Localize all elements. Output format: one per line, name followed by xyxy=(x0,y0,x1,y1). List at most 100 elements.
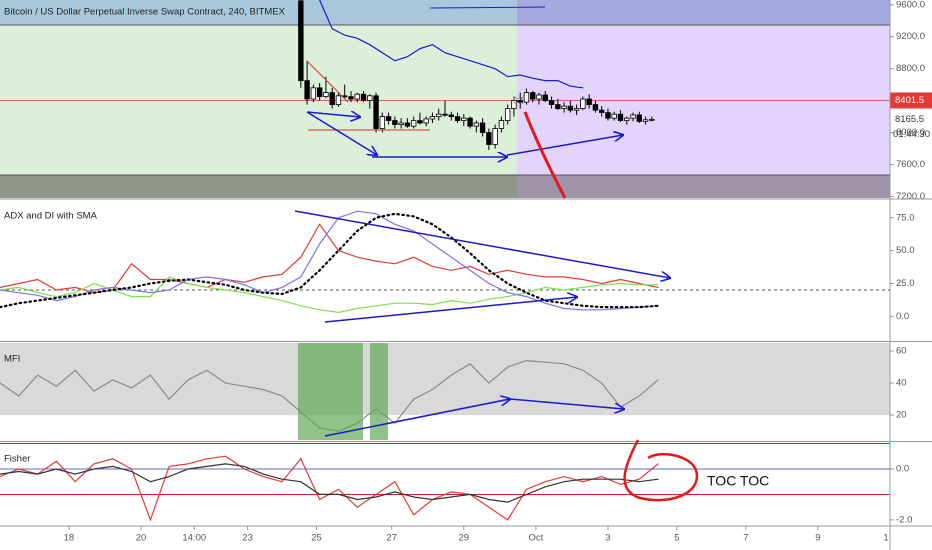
candle-body xyxy=(523,92,530,103)
y-tick-label: 9600.0 xyxy=(896,0,925,10)
series-line xyxy=(0,463,659,503)
x-tick-label: 29 xyxy=(459,533,470,544)
arrow xyxy=(509,398,624,409)
countdown: 01:44:30 xyxy=(893,129,930,140)
red-curve xyxy=(523,111,567,199)
candle-body xyxy=(429,116,436,120)
y-tick-label: 75.0 xyxy=(896,212,915,223)
price-tag-label: 8401.5 xyxy=(895,95,924,106)
candle-body xyxy=(555,104,561,109)
y-tick-label: 50.0 xyxy=(896,245,915,256)
trend-line xyxy=(429,6,546,9)
arrow xyxy=(306,112,360,117)
candle-body xyxy=(304,80,310,100)
candle-body xyxy=(404,122,411,127)
candle-body xyxy=(479,122,486,133)
drawings xyxy=(294,61,699,502)
candle-body xyxy=(611,113,617,119)
x-tick-label: 27 xyxy=(386,533,397,544)
candle-body xyxy=(561,105,567,109)
candle-body xyxy=(492,128,498,145)
candle-body xyxy=(360,93,367,101)
arrow xyxy=(324,399,510,437)
series-line xyxy=(0,212,660,309)
red-circle xyxy=(623,439,699,502)
y-tick-label: 8000.0 xyxy=(896,127,925,138)
candle-body xyxy=(624,117,630,121)
pane-title: Bitcoin / US Dollar Perpetual Inverse Sw… xyxy=(4,7,286,18)
zone-purple xyxy=(517,25,890,175)
y-tick-label: 20 xyxy=(896,410,907,421)
candle-body xyxy=(592,104,599,111)
y-tick-label: 60 xyxy=(896,346,907,357)
series-line xyxy=(0,455,659,522)
arrow xyxy=(506,135,623,156)
candle-body xyxy=(298,0,304,82)
candle-body xyxy=(423,118,429,124)
series-line xyxy=(0,276,659,314)
x-tick-label: 23 xyxy=(242,533,253,544)
candle-body xyxy=(573,108,580,111)
candle-body xyxy=(504,108,511,121)
series-line xyxy=(319,0,584,89)
price-tag xyxy=(890,92,932,109)
candle-body xyxy=(580,98,586,109)
candle-body xyxy=(517,100,523,103)
y-tick-label: 8800.0 xyxy=(896,63,925,74)
candle-body xyxy=(398,122,404,125)
arrow xyxy=(324,297,577,323)
candle-body xyxy=(417,120,423,124)
candle-body xyxy=(567,105,574,111)
pane-title: ADX and DI with SMA xyxy=(4,211,98,222)
candle-body xyxy=(649,118,655,121)
candle-body xyxy=(316,87,323,98)
fib-label: 0.5 xyxy=(513,95,526,105)
band xyxy=(0,343,890,416)
y-tick-label: 9200.0 xyxy=(896,31,925,42)
candle-body xyxy=(548,100,555,105)
zone-top-right xyxy=(517,0,890,25)
candle-body xyxy=(323,92,329,98)
series-line xyxy=(0,210,659,311)
zone-top-left xyxy=(0,0,517,25)
candle-body xyxy=(642,119,649,122)
y-tick-label: 7600.0 xyxy=(896,159,925,170)
candle-body xyxy=(536,94,542,100)
candle-body xyxy=(329,92,335,105)
candle-body xyxy=(348,96,354,100)
candle-body xyxy=(598,109,605,113)
candle-body xyxy=(630,114,636,119)
candle-body xyxy=(542,94,548,101)
x-tick-label: Oct xyxy=(528,533,543,544)
x-tick-label: 3 xyxy=(605,533,610,544)
arrow xyxy=(306,111,377,155)
zone-green xyxy=(0,25,517,175)
x-tick-label: 20 xyxy=(136,533,147,544)
pane xyxy=(0,0,890,151)
candle-body xyxy=(379,116,386,129)
x-tick-label: 18 xyxy=(64,533,75,544)
candle-body xyxy=(486,132,492,145)
candle-body xyxy=(354,93,360,100)
candle-body xyxy=(373,95,379,129)
candle-body xyxy=(392,120,398,125)
annotation: TOC TOC xyxy=(707,473,769,489)
pane-title: Fisher xyxy=(4,454,30,465)
zone-bottom-right xyxy=(517,175,890,198)
candle-body xyxy=(410,120,417,127)
candle-body xyxy=(498,120,505,129)
y-tick-label: 25.0 xyxy=(896,278,915,289)
candle-body xyxy=(511,100,517,109)
candle-body xyxy=(442,113,448,116)
y-tick-label: 7200.0 xyxy=(896,191,925,202)
candle-body xyxy=(473,122,480,127)
pane-title: MFI xyxy=(4,354,20,365)
candle-body xyxy=(617,113,624,121)
x-tick-label: 14:00 xyxy=(182,533,206,544)
last-close-label: 8165.5 xyxy=(895,114,924,125)
candle-body xyxy=(436,113,442,117)
x-tick-label: 5 xyxy=(674,533,679,544)
mfi-highlight xyxy=(370,343,388,440)
candle-body xyxy=(335,95,342,105)
